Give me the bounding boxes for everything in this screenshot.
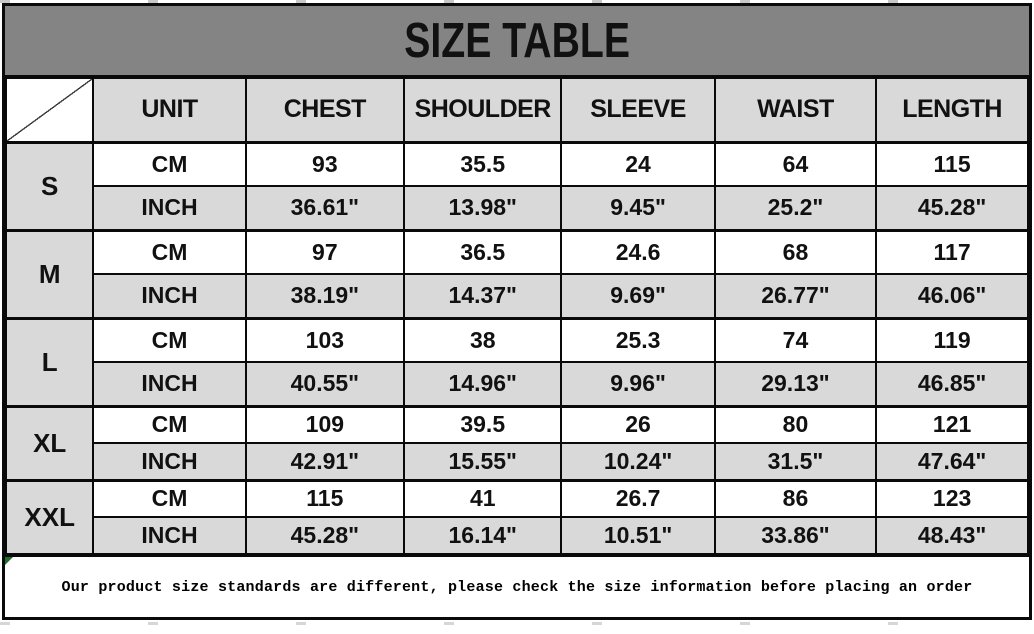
value-cell: 35.5	[403, 140, 563, 187]
cropped-top-tick-marks	[0, 0, 1034, 3]
value-cell: 26	[560, 404, 716, 444]
value-cell: 38	[403, 316, 563, 363]
value-cell: 31.5"	[713, 442, 878, 481]
value-cell: 16.14"	[403, 516, 563, 555]
size-row-l-inch: INCH 40.55" 14.96" 9.96" 29.13" 46.85"	[6, 361, 1029, 407]
value-cell: 109	[244, 404, 406, 444]
value-cell: 74	[713, 316, 878, 363]
value-cell: 9.96"	[560, 361, 716, 407]
page-title: SIZE TABLE	[404, 13, 630, 68]
value-cell: 42.91"	[244, 442, 406, 481]
size-row-xxl-inch: INCH 45.28" 16.14" 10.51" 33.86" 48.43"	[6, 516, 1029, 555]
size-table-frame: SIZE TABLE UNIT CHEST SHOULDER SLEEVE WAIST L…	[2, 3, 1032, 620]
value-cell: 45.28"	[875, 185, 1029, 231]
column-header-unit: UNIT	[92, 77, 247, 143]
value-cell: 80	[713, 404, 878, 444]
title-bar: SIZE TABLE	[5, 6, 1029, 77]
note-text: Our product size standards are different…	[61, 578, 973, 596]
value-cell: 68	[713, 228, 878, 275]
note-box: Our product size standards are different…	[5, 555, 1029, 617]
size-table-header: UNIT CHEST SHOULDER SLEEVE WAIST LENGTH	[4, 77, 1029, 143]
value-cell: 115	[244, 478, 406, 518]
size-table-body: S CM 93 35.5 24 64 115 INCH 36.61" 13.98" 9.45" 25.…	[4, 140, 1029, 555]
value-cell: 93	[244, 140, 406, 187]
value-cell: 115	[875, 140, 1029, 187]
value-cell: 14.96"	[403, 361, 563, 407]
value-cell: 46.85"	[875, 361, 1029, 407]
unit-cell-cm: CM	[92, 316, 247, 363]
unit-cell-inch: INCH	[92, 185, 247, 231]
value-cell: 64	[713, 140, 878, 187]
value-cell: 29.13"	[713, 361, 878, 407]
value-cell: 123	[875, 478, 1029, 518]
value-cell: 14.37"	[403, 273, 563, 319]
value-cell: 45.28"	[244, 516, 406, 555]
unit-cell-inch: INCH	[92, 442, 247, 481]
value-cell: 36.5	[403, 228, 563, 275]
unit-cell-cm: CM	[92, 140, 247, 187]
size-row-xl-cm: XL CM 109 39.5 26 80 121	[4, 404, 1029, 481]
unit-cell-cm: CM	[92, 478, 247, 518]
value-cell: 25.3	[560, 316, 716, 363]
value-cell: 39.5	[403, 404, 563, 444]
value-cell: 25.2"	[713, 185, 878, 231]
corner-marker-icon	[5, 557, 13, 565]
value-cell: 36.61"	[244, 185, 406, 231]
value-cell: 41	[403, 478, 563, 518]
value-cell: 38.19"	[244, 273, 406, 319]
value-cell: 33.86"	[713, 516, 878, 555]
size-label-xxl: XXL	[4, 478, 95, 555]
value-cell: 40.55"	[244, 361, 406, 407]
diagonal-corner-cell	[4, 77, 95, 143]
value-cell: 121	[875, 404, 1029, 444]
column-header-chest: CHEST	[244, 77, 406, 143]
value-cell: 15.55"	[403, 442, 563, 481]
unit-cell-inch: INCH	[92, 273, 247, 319]
value-cell: 46.06"	[875, 273, 1029, 319]
value-cell: 24	[560, 140, 716, 187]
size-label-m: M	[4, 228, 95, 319]
value-cell: 26.77"	[713, 273, 878, 319]
size-row-s-cm: S CM 93 35.5 24 64 115	[4, 140, 1029, 231]
unit-cell-cm: CM	[92, 228, 247, 275]
size-row-m-cm: M CM 97 36.5 24.6 68 117	[4, 228, 1029, 319]
value-cell: 103	[244, 316, 406, 363]
size-table: UNIT CHEST SHOULDER SLEEVE WAIST LENGTH S CM 93…	[4, 77, 1029, 555]
value-cell: 47.64"	[875, 442, 1029, 481]
value-cell: 117	[875, 228, 1029, 275]
header-row: UNIT CHEST SHOULDER SLEEVE WAIST LENGTH	[4, 77, 1029, 143]
unit-cell-inch: INCH	[92, 516, 247, 555]
unit-cell-inch: INCH	[92, 361, 247, 407]
size-label-s: S	[4, 140, 95, 231]
column-header-shoulder: SHOULDER	[403, 77, 563, 143]
size-label-xl: XL	[4, 404, 95, 481]
size-row-s-inch: INCH 36.61" 13.98" 9.45" 25.2" 45.28"	[6, 185, 1029, 231]
value-cell: 97	[244, 228, 406, 275]
value-cell: 10.51"	[560, 516, 716, 555]
size-label-l: L	[4, 316, 95, 407]
value-cell: 13.98"	[403, 185, 563, 231]
size-row-xxl-cm: XXL CM 115 41 26.7 86 123	[4, 478, 1029, 555]
column-header-sleeve: SLEEVE	[560, 77, 716, 143]
value-cell: 119	[875, 316, 1029, 363]
value-cell: 26.7	[560, 478, 716, 518]
value-cell: 9.69"	[560, 273, 716, 319]
size-row-m-inch: INCH 38.19" 14.37" 9.69" 26.77" 46.06"	[6, 273, 1029, 319]
value-cell: 24.6	[560, 228, 716, 275]
value-cell: 48.43"	[875, 516, 1029, 555]
unit-cell-cm: CM	[92, 404, 247, 444]
value-cell: 9.45"	[560, 185, 716, 231]
column-header-waist: WAIST	[713, 77, 878, 143]
cropped-bottom-tick-marks	[0, 622, 1034, 625]
value-cell: 86	[713, 478, 878, 518]
size-row-xl-inch: INCH 42.91" 15.55" 10.24" 31.5" 47.64"	[6, 442, 1029, 481]
value-cell: 10.24"	[560, 442, 716, 481]
column-header-length: LENGTH	[875, 77, 1029, 143]
size-row-l-cm: L CM 103 38 25.3 74 119	[4, 316, 1029, 407]
